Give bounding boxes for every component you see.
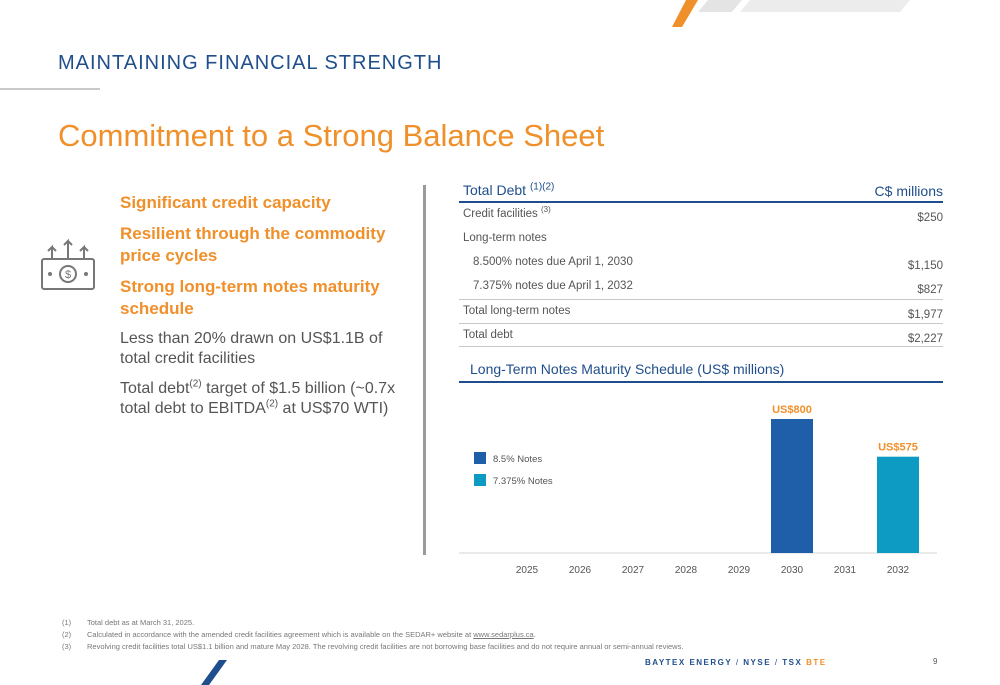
highlight-maturity: Strong long-term notes maturity schedule [120,277,380,318]
chart-title-rule [459,381,943,383]
footnote-2: (2) Calculated in accordance with the ame… [62,629,683,641]
table-row: Total debt $2,227 [459,323,943,347]
table-row: 8.500% notes due April 1, 2030 $1,150 [459,251,943,275]
footnote-num: (1) [62,618,72,627]
table-title-sup: (1)(2) [529,181,555,193]
x-tick-label: 2025 [516,565,539,576]
point-credit-drawn: Less than 20% drawn on US$1.1B of total … [120,330,383,367]
row-label: Long-term notes [463,232,547,244]
table-row: Total long-term notes $1,977 [459,299,943,323]
footer-brand: BAYTEX ENERGY / NYSE / TSX BTE [645,658,827,667]
left-column: Significant credit capacity Resilient th… [120,192,410,429]
x-tick-label: 2030 [781,565,804,576]
table-title-text: Total Debt [463,182,527,198]
section-title: MAINTAINING FINANCIAL STRENGTH [58,52,443,74]
highlight-credit-capacity: Significant credit capacity [120,193,331,212]
debt-target-text-b: target of $1.5 billion (~0.7x total debt… [120,380,396,417]
brand-name: BAYTEX ENERGY [645,658,733,667]
legend-swatch [474,452,486,464]
footnote-text: Calculated in accordance with the amende… [87,630,474,639]
title-rule [0,88,100,90]
sedar-link[interactable]: www.sedarplus.ca [473,630,534,639]
row-label-sup: (3) [540,205,551,215]
row-label: Credit facilities (3) [459,203,551,227]
row-label: 8.500% notes due April 1, 2030 [473,256,633,268]
table-header: Total Debt (1)(2) C$ millions [459,176,943,203]
highlight-resilient: Resilient through the commodity price cy… [120,224,386,265]
total-debt-table: Total Debt (1)(2) C$ millions Credit fac… [459,176,943,347]
bar [877,456,919,553]
footnote-text: Total debt as at March 31, 2025. [87,618,195,627]
point-debt-target: Total debt(2) target of $1.5 billion (~0… [120,379,410,419]
money-growth-icon: $ [41,238,95,290]
table-row: 7.375% notes due April 1, 2032 $827 [459,275,943,299]
x-tick-label: 2032 [887,565,910,576]
svg-text:$: $ [65,269,71,281]
column-divider [423,185,426,555]
page-title: Commitment to a Strong Balance Sheet [58,118,605,153]
footnote-text: Revolving credit facilities total US$1.1… [87,642,684,651]
footnote-text-after: . [533,630,536,639]
footnote-1: (1) Total debt as at March 31, 2025. [62,617,683,629]
debt-target-text-c: at US$70 WTI) [278,400,389,417]
footnote-num: (3) [62,642,72,651]
row-value: $2,227 [907,333,943,345]
legend-label: 8.5% Notes [493,454,542,465]
legend-label: 7.375% Notes [493,476,553,487]
data-label: US$800 [772,404,812,416]
debt-target-text-a: Total debt [120,380,190,397]
row-label: Total long-term notes [463,305,571,317]
row-label: 7.375% notes due April 1, 2032 [473,280,633,292]
exchange-nyse: NYSE [743,658,772,667]
table-title: Total Debt (1)(2) [459,182,554,201]
data-label: US$575 [878,442,918,454]
footnotes: (1) Total debt as at March 31, 2025. (2) C… [62,617,683,653]
debt-target-sup1: (2) [189,378,202,390]
row-value: $1,150 [907,260,943,272]
footnote-num: (2) [62,630,72,639]
page-number: 9 [933,657,938,666]
legend-swatch [474,474,486,486]
brand-separator: / [735,658,740,667]
bar [771,419,813,553]
table-row: Credit facilities (3) $250 [459,203,943,227]
table-unit: C$ millions [874,183,943,199]
x-tick-label: 2026 [569,565,592,576]
bottom-corner-decoration [201,660,227,685]
exchange-tsx: TSX [782,658,803,667]
debt-target-sup2: (2) [265,398,279,410]
x-tick-label: 2028 [675,565,698,576]
table-row: Long-term notes [459,227,943,251]
x-tick-label: 2029 [728,565,751,576]
brand-separator: / [774,658,779,667]
row-value: $827 [917,284,943,296]
row-value: $250 [917,212,943,224]
top-corner-decoration [672,0,910,27]
row-label-text: Credit facilities [463,208,538,220]
row-value: $1,977 [907,309,943,321]
row-label: Total debt [463,329,513,341]
maturity-chart: 2025 2026 2027 2028 2029 2030 2031 2032 US$800 US… [459,404,937,576]
x-tick-label: 2031 [834,565,857,576]
ticker: BTE [806,658,827,667]
x-tick-label: 2027 [622,565,645,576]
chart-title: Long-Term Notes Maturity Schedule (US$ m… [470,361,785,377]
footnote-3: (3) Revolving credit facilities total US$… [62,641,683,653]
